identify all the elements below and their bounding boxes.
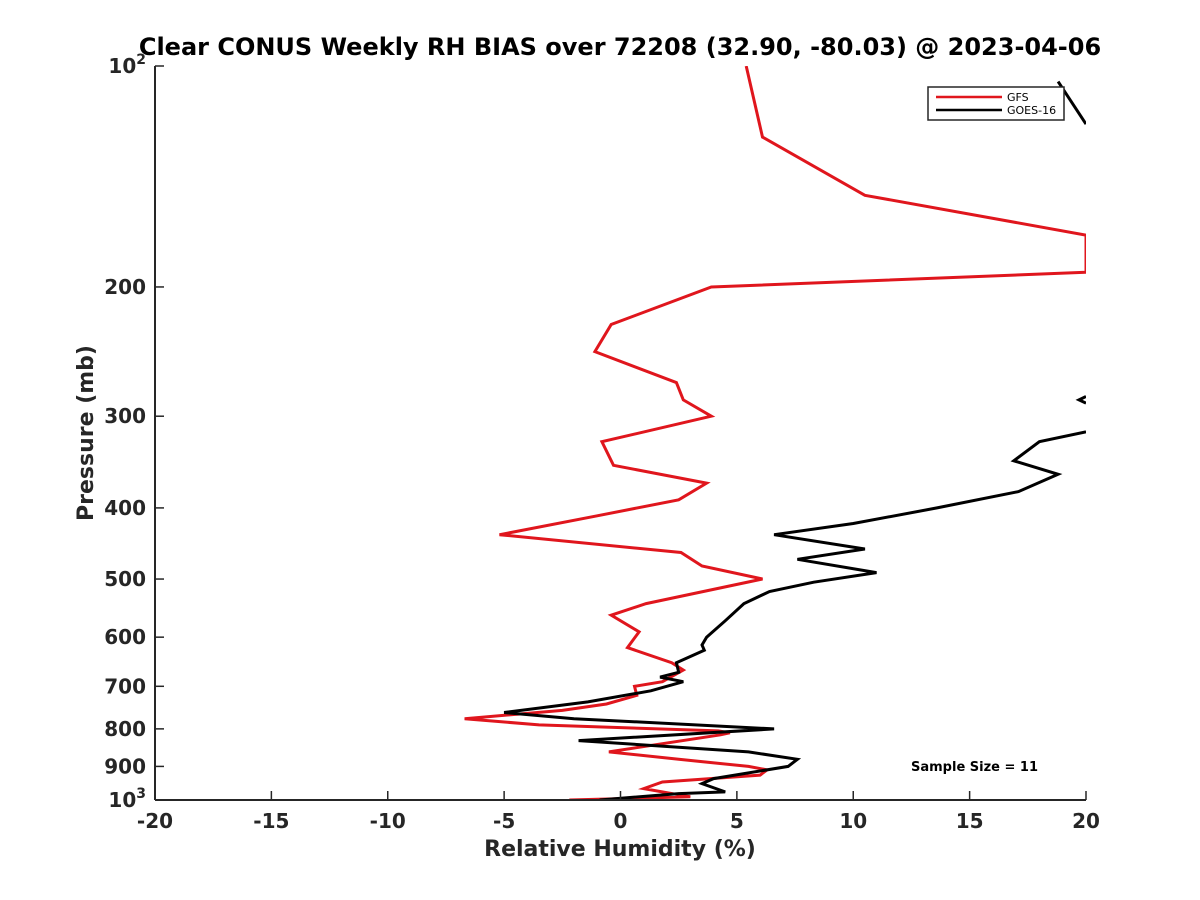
- legend-label-gfs: GFS: [1007, 91, 1029, 104]
- x-tick-label: 5: [730, 809, 744, 833]
- y-tick-label: 103: [108, 786, 146, 812]
- y-tick-base: 10: [108, 54, 136, 78]
- y-tick-base: 10: [108, 788, 136, 812]
- y-tick-label: 900: [104, 754, 146, 778]
- y-axis-label: Pressure (mb): [74, 345, 99, 521]
- y-tick-label: 700: [104, 674, 146, 698]
- legend-box: [927, 86, 1065, 121]
- series-line-goes-16: [503, 430, 1086, 800]
- x-tick-label: -15: [253, 809, 289, 833]
- x-tick-label: -10: [370, 809, 406, 833]
- x-tick-label: 10: [839, 809, 867, 833]
- x-tick-label: 15: [956, 809, 984, 833]
- legend-label-goes-16: GOES-16: [1007, 104, 1056, 117]
- series-layer: [464, 66, 1086, 800]
- y-tick-label: 300: [104, 404, 146, 428]
- x-tick-label: 0: [614, 809, 628, 833]
- y-tick-exponent: 3: [136, 786, 146, 802]
- legend: GFS GOES-16: [927, 86, 1065, 121]
- x-tick-group: -20 -15 -10 -5 0 5 10 15 20: [137, 791, 1100, 833]
- y-tick-exponent: 2: [136, 52, 146, 68]
- series-line-goes-16: [1075, 395, 1086, 405]
- y-tick-label: 800: [104, 717, 146, 741]
- chart-title: Clear CONUS Weekly RH BIAS over 72208 (3…: [139, 33, 1101, 61]
- x-tick-label: -5: [493, 809, 515, 833]
- x-tick-label: 20: [1072, 809, 1100, 833]
- sample-size-annotation: Sample Size = 11: [911, 760, 1038, 775]
- x-axis-label: Relative Humidity (%): [484, 837, 756, 862]
- y-tick-label: 102: [108, 52, 146, 78]
- y-tick-label: 400: [104, 496, 146, 520]
- series-line-gfs: [464, 66, 1086, 800]
- y-tick-label: 200: [104, 275, 146, 299]
- y-tick-label: 600: [104, 625, 146, 649]
- y-tick-label: 500: [104, 567, 146, 591]
- x-tick-label: -20: [137, 809, 173, 833]
